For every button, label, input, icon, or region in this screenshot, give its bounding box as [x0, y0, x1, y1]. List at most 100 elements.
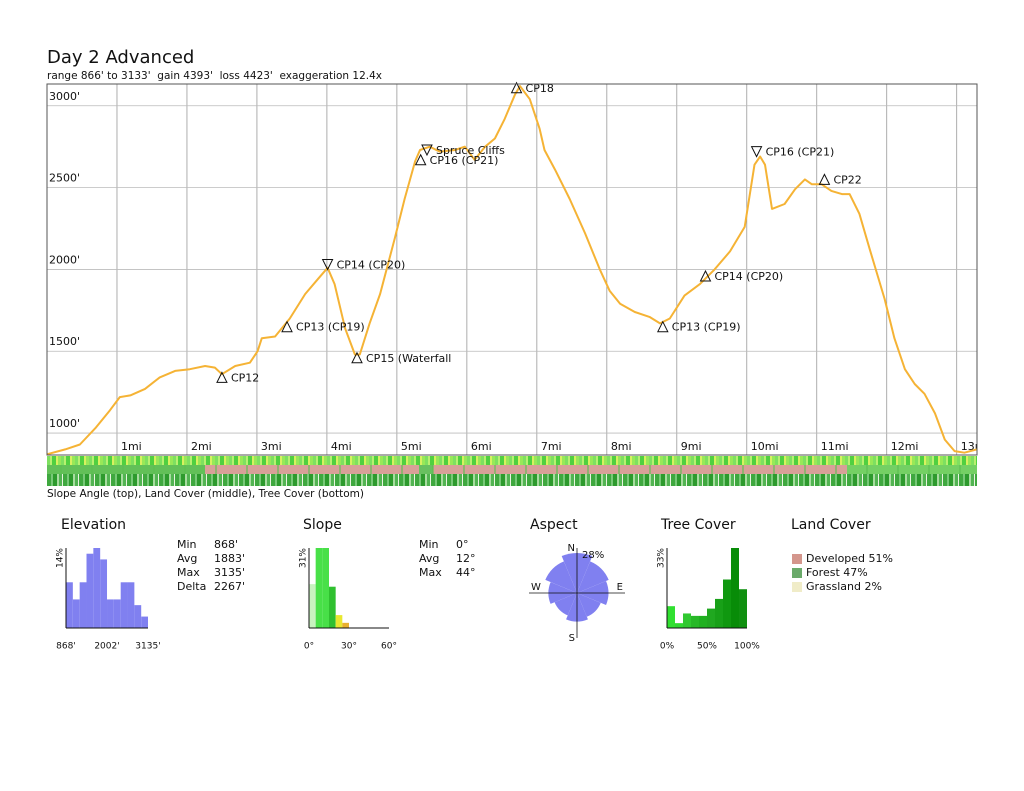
plot-area: 1mi 2mi 3mi 4mi 5mi 6mi 7mi 8mi 9mi 10mi 11mi 12mi 1… — [47, 84, 977, 455]
histogram-bar — [707, 608, 715, 628]
x-tick-label: 4mi — [331, 440, 352, 453]
histogram-bar — [309, 584, 316, 628]
direction-label: S — [569, 633, 575, 644]
histogram-bar — [79, 582, 87, 628]
y-tick-label: 3000' — [49, 90, 80, 103]
panel-title: Land Cover — [791, 517, 871, 533]
stat-value: 3135' — [214, 566, 245, 579]
legend-value: 47% — [843, 566, 867, 579]
x-tick-label: 7mi — [541, 440, 562, 453]
panel-title: Slope — [303, 517, 342, 533]
x-tick-label: 3mi — [261, 440, 282, 453]
x-tick-label: 5mi — [401, 440, 422, 453]
stat-value: 2267' — [214, 580, 245, 593]
slope-strip — [47, 456, 977, 465]
x-tick-label: 60° — [381, 642, 397, 652]
histogram-bar — [723, 579, 731, 628]
rose-petal — [545, 561, 577, 593]
histogram-bar — [699, 615, 707, 628]
rose-petal — [577, 561, 609, 593]
x-tick-label: 2002' — [94, 642, 119, 652]
waypoint-marker — [414, 153, 427, 166]
x-tick-label: 0° — [304, 642, 314, 652]
legend-label: Developed 51% — [806, 552, 893, 565]
histogram-bar — [107, 599, 114, 628]
histogram-bar — [683, 613, 691, 628]
histogram-bar — [93, 548, 101, 628]
x-tick-label: 30° — [341, 642, 357, 652]
x-tick-label: 12mi — [891, 440, 919, 453]
x-tick-label: 1mi — [121, 440, 142, 453]
x-tick-label: 11mi — [821, 440, 849, 453]
y-tick-label: 2500' — [49, 172, 80, 185]
y-tick-label: 31% — [299, 548, 309, 568]
elevation-line — [47, 85, 977, 455]
legend-swatch — [792, 582, 802, 592]
histogram-bar — [66, 582, 73, 628]
rose-petal — [554, 593, 577, 616]
legend-name: Developed — [806, 552, 865, 565]
waypoint-label: CP16 (CP21) — [766, 146, 835, 159]
x-tick-label: 6mi — [471, 440, 492, 453]
waypoint-marker — [281, 320, 293, 333]
waypoint-label: CP14 (CP20) — [714, 270, 783, 283]
legend-name: Forest — [806, 566, 840, 579]
y-tick-label: 1500' — [49, 335, 80, 348]
waypoint-marker — [818, 173, 831, 185]
tree-cover-strip — [47, 474, 977, 486]
histogram-bar — [141, 616, 148, 628]
waypoint-label: CP13 (CP19) — [672, 321, 741, 334]
x-tick-label: 868' — [56, 642, 76, 652]
strip-caption: Slope Angle (top), Land Cover (middle), … — [47, 488, 364, 500]
legend-swatch — [792, 554, 802, 564]
waypoint-label: CP15 (Waterfall — [366, 352, 451, 365]
x-tick-label: 8mi — [611, 440, 632, 453]
x-tick-label: 9mi — [681, 440, 702, 453]
legend-value: 51% — [869, 552, 893, 565]
legend-label: Grassland 2% — [806, 580, 882, 593]
histogram-bar — [335, 615, 343, 628]
histogram-bar — [127, 582, 135, 628]
stat-value: 868' — [214, 538, 238, 551]
x-tick-label: 10mi — [751, 440, 779, 453]
stat-label: Avg — [419, 552, 439, 565]
x-tick-label: 100% — [734, 642, 760, 652]
histogram-bar — [739, 589, 747, 628]
histogram-bar — [134, 605, 142, 628]
waypoint-marker — [699, 269, 712, 282]
legend-swatch — [792, 568, 802, 578]
x-tick-label: 50% — [697, 642, 717, 652]
histogram-bar — [675, 623, 683, 628]
histogram-bar — [667, 606, 675, 628]
histogram-bar — [322, 548, 329, 628]
stat-value: 1883' — [214, 552, 245, 565]
waypoint-marker — [421, 144, 433, 157]
direction-label: W — [531, 582, 541, 593]
stat-label: Min — [177, 538, 197, 551]
waypoint-label: CP16 (CP21) — [430, 154, 499, 167]
waypoint-marker — [216, 371, 228, 383]
x-tick-label: 0% — [660, 642, 675, 652]
waypoint-marker — [351, 351, 363, 364]
y-tick-label: 33% — [657, 548, 667, 568]
waypoint-label: CP18 — [526, 82, 554, 95]
x-tick-label: 2mi — [191, 440, 212, 453]
histogram-bar — [691, 615, 699, 628]
rose-petal — [577, 593, 601, 617]
stat-value: 44° — [456, 566, 476, 579]
waypoint-marker — [510, 81, 523, 94]
y-tick-label: 2000' — [49, 253, 80, 266]
direction-label: E — [617, 582, 623, 593]
legend-value: 2% — [865, 580, 882, 593]
histogram-bar — [86, 553, 94, 628]
waypoint-label: Spruce Cliffs — [436, 144, 505, 157]
histogram-bar — [120, 582, 128, 628]
histogram-bar — [715, 598, 723, 628]
chart-title: Day 2 Advanced — [47, 47, 194, 68]
waypoint-label: CP13 (CP19) — [296, 321, 365, 334]
histogram-bar — [72, 599, 80, 628]
waypoint-label: CP12 — [231, 371, 259, 384]
waypoint-marker — [321, 259, 334, 271]
